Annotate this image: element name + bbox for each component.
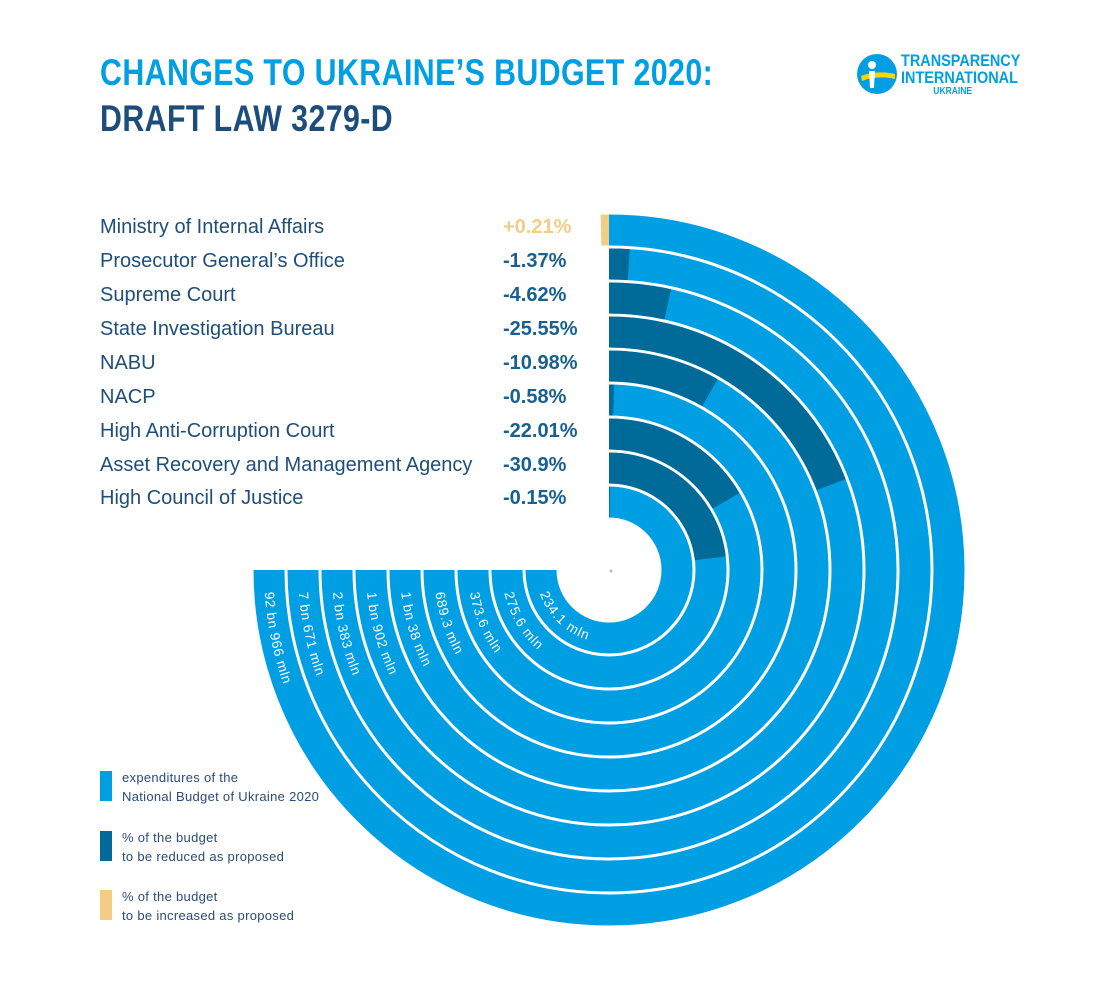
- legend-text: to be increased as proposed: [122, 908, 295, 923]
- transparency-international-logo: TRANSPARENCY INTERNATIONAL UKRAINE: [855, 52, 1055, 102]
- chart-row: Supreme Court -4.62%: [100, 280, 600, 310]
- chart-row: Asset Recovery and Management Agency -30.…: [100, 450, 600, 480]
- change-label: -1.37%: [503, 250, 567, 272]
- chart-row: NABU -10.98%: [100, 348, 600, 378]
- reduction-arc: [608, 316, 846, 491]
- expenditure-arc: [287, 248, 931, 892]
- expenditure-arc: [321, 282, 897, 858]
- reduction-arc: [608, 350, 718, 407]
- legend-text: expenditures of the: [122, 770, 239, 785]
- category-label: High Council of Justice: [100, 487, 304, 509]
- change-label: -25.55%: [503, 318, 578, 340]
- category-label: NABU: [100, 352, 156, 374]
- category-label: State Investigation Bureau: [100, 318, 335, 340]
- globe-logo-icon: [857, 54, 897, 94]
- category-label: NACP: [100, 386, 156, 408]
- title-line-2: DRAFT LAW 3279-D: [100, 98, 394, 139]
- change-label: -0.58%: [503, 386, 567, 408]
- chart-row: High Council of Justice -0.15%: [100, 483, 600, 513]
- expenditure-arc: [389, 350, 829, 790]
- expenditure-arc: [525, 486, 693, 654]
- logo-line-2: INTERNATIONAL: [901, 68, 1018, 87]
- change-label: -30.9%: [503, 454, 567, 476]
- reduction-arc: [608, 452, 726, 561]
- legend-text: to be reduced as proposed: [122, 849, 285, 864]
- change-label: -0.15%: [503, 487, 567, 509]
- change-label: +0.21%: [503, 216, 572, 238]
- title-line-1: CHANGES TO UKRAINE’S BUDGET 2020:: [100, 52, 714, 93]
- change-label: -22.01%: [503, 420, 578, 442]
- reduction-arc: [608, 418, 740, 510]
- category-label: Supreme Court: [100, 284, 236, 306]
- legend-swatch: [100, 831, 112, 861]
- chart-row: State Investigation Bureau -25.55%: [100, 314, 600, 344]
- logo-line-1: TRANSPARENCY: [901, 51, 1021, 70]
- chart-row: Prosecutor General’s Office -1.37%: [100, 246, 600, 276]
- chart-row: NACP -0.58%: [100, 382, 600, 412]
- reduction-arc: [608, 248, 630, 281]
- category-label: Ministry of Internal Affairs: [100, 216, 325, 238]
- category-label: High Anti-Corruption Court: [100, 420, 335, 442]
- expenditure-arc: [423, 384, 795, 756]
- chart-row: High Anti-Corruption Court -22.01%: [100, 416, 600, 446]
- center-dot: [609, 569, 613, 573]
- logo-line-3: UKRAINE: [933, 86, 973, 97]
- change-label: -10.98%: [503, 352, 578, 374]
- chart-row: Ministry of Internal Affairs +0.21%: [100, 212, 600, 242]
- legend-swatch: [100, 890, 112, 920]
- legend-text: National Budget of Ukraine 2020: [122, 789, 320, 804]
- category-label: Asset Recovery and Management Agency: [100, 454, 473, 476]
- change-label: -4.62%: [503, 284, 567, 306]
- legend-text: % of the budget: [122, 830, 218, 845]
- reduction-arc: [608, 282, 672, 320]
- category-label: Prosecutor General’s Office: [100, 250, 345, 272]
- legend-swatch: [100, 771, 112, 801]
- legend-text: % of the budget: [122, 889, 218, 904]
- expenditure-arc: [253, 214, 965, 926]
